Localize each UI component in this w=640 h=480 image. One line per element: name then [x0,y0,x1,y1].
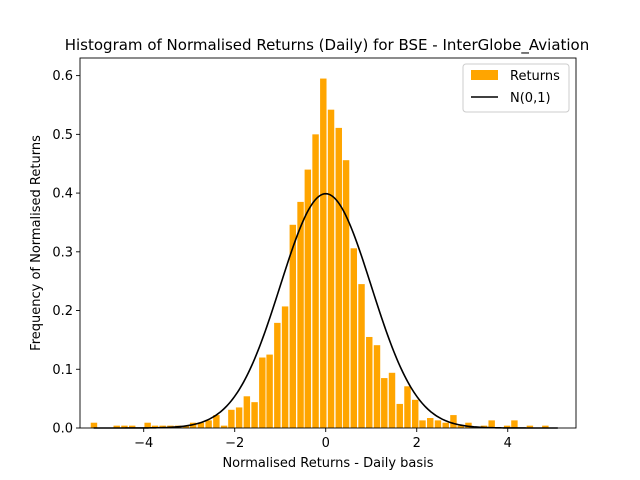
histogram-bar [404,386,411,428]
histogram-bar [526,425,534,428]
x-tick-label: −4 [134,436,153,451]
histogram-bar [358,284,365,428]
x-tick-label: 0 [322,436,330,451]
histogram-bar [220,425,228,428]
histogram-bar [182,425,190,428]
histogram-bar [450,415,457,428]
x-axis-ticks: −4 −2 0 2 4 [134,428,512,451]
histogram-bar [213,415,220,428]
histogram-bar [427,418,434,428]
histogram-bar [412,399,419,428]
histogram-bar [320,78,327,428]
histogram-bar [243,396,251,428]
y-tick-label: 0.3 [52,245,73,260]
histogram-bar [381,378,388,428]
x-tick-label: −2 [225,436,244,451]
histogram-bar [121,425,128,428]
y-tick-label: 0.4 [52,187,73,202]
histogram-bar [304,169,312,428]
histogram-bar [113,425,120,428]
histogram-bar [442,422,449,428]
histogram-bar [511,420,518,428]
y-tick-label: 0.1 [52,363,73,378]
histogram-bar [251,402,258,428]
x-tick-label: 4 [504,436,512,451]
histogram-bar [542,425,549,428]
histogram-bar [144,422,151,428]
chart-title: Histogram of Normalised Returns (Daily) … [65,36,590,55]
x-tick-label: 2 [413,436,421,451]
histogram-bar [366,336,373,428]
histogram-bar [259,357,266,428]
histogram-bar [266,354,273,428]
histogram-bar [465,422,472,428]
legend-label-returns: Returns [510,69,560,84]
legend-label-normal: N(0,1) [510,91,551,106]
histogram-bar [128,425,136,428]
histogram-bar [396,403,403,428]
normal-pdf-curve [93,192,558,429]
y-tick-label: 0.6 [52,69,73,84]
histogram-bar [327,109,335,429]
histogram-bar [342,160,350,428]
histogram-bar [335,127,342,428]
histogram-bar [488,420,495,428]
histogram-bar [90,422,98,428]
histogram-bar [205,420,212,428]
y-axis-ticks: 0.0 0.1 0.2 0.3 0.4 0.5 0.6 [52,69,80,437]
histogram-bar [373,345,381,428]
y-axis-label: Frequency of Normalised Returns [29,135,44,351]
histogram-bar [274,322,281,428]
plot-frame [79,57,577,429]
histogram-bar [457,425,464,428]
legend-swatch-returns [471,70,498,80]
histogram-bar [503,425,511,428]
histogram-bar [419,420,426,428]
histogram-bar [388,372,396,428]
histogram-bar [281,306,289,428]
histogram-bar [197,422,205,428]
histogram-bar [350,248,358,428]
x-axis-label: Normalised Returns - Daily basis [222,456,433,471]
histogram-bar [312,134,319,428]
y-tick-label: 0.2 [52,304,73,319]
histogram-bar [151,425,159,428]
y-tick-label: 0.5 [52,128,73,143]
histogram-bar [228,409,235,428]
histogram-bars [90,78,549,429]
histogram-bar [297,201,304,428]
legend: Returns N(0,1) [462,63,570,113]
histogram-bar [434,420,442,428]
histogram-bar [289,224,297,428]
histogram-bar [235,407,243,428]
y-tick-label: 0.0 [52,422,73,437]
